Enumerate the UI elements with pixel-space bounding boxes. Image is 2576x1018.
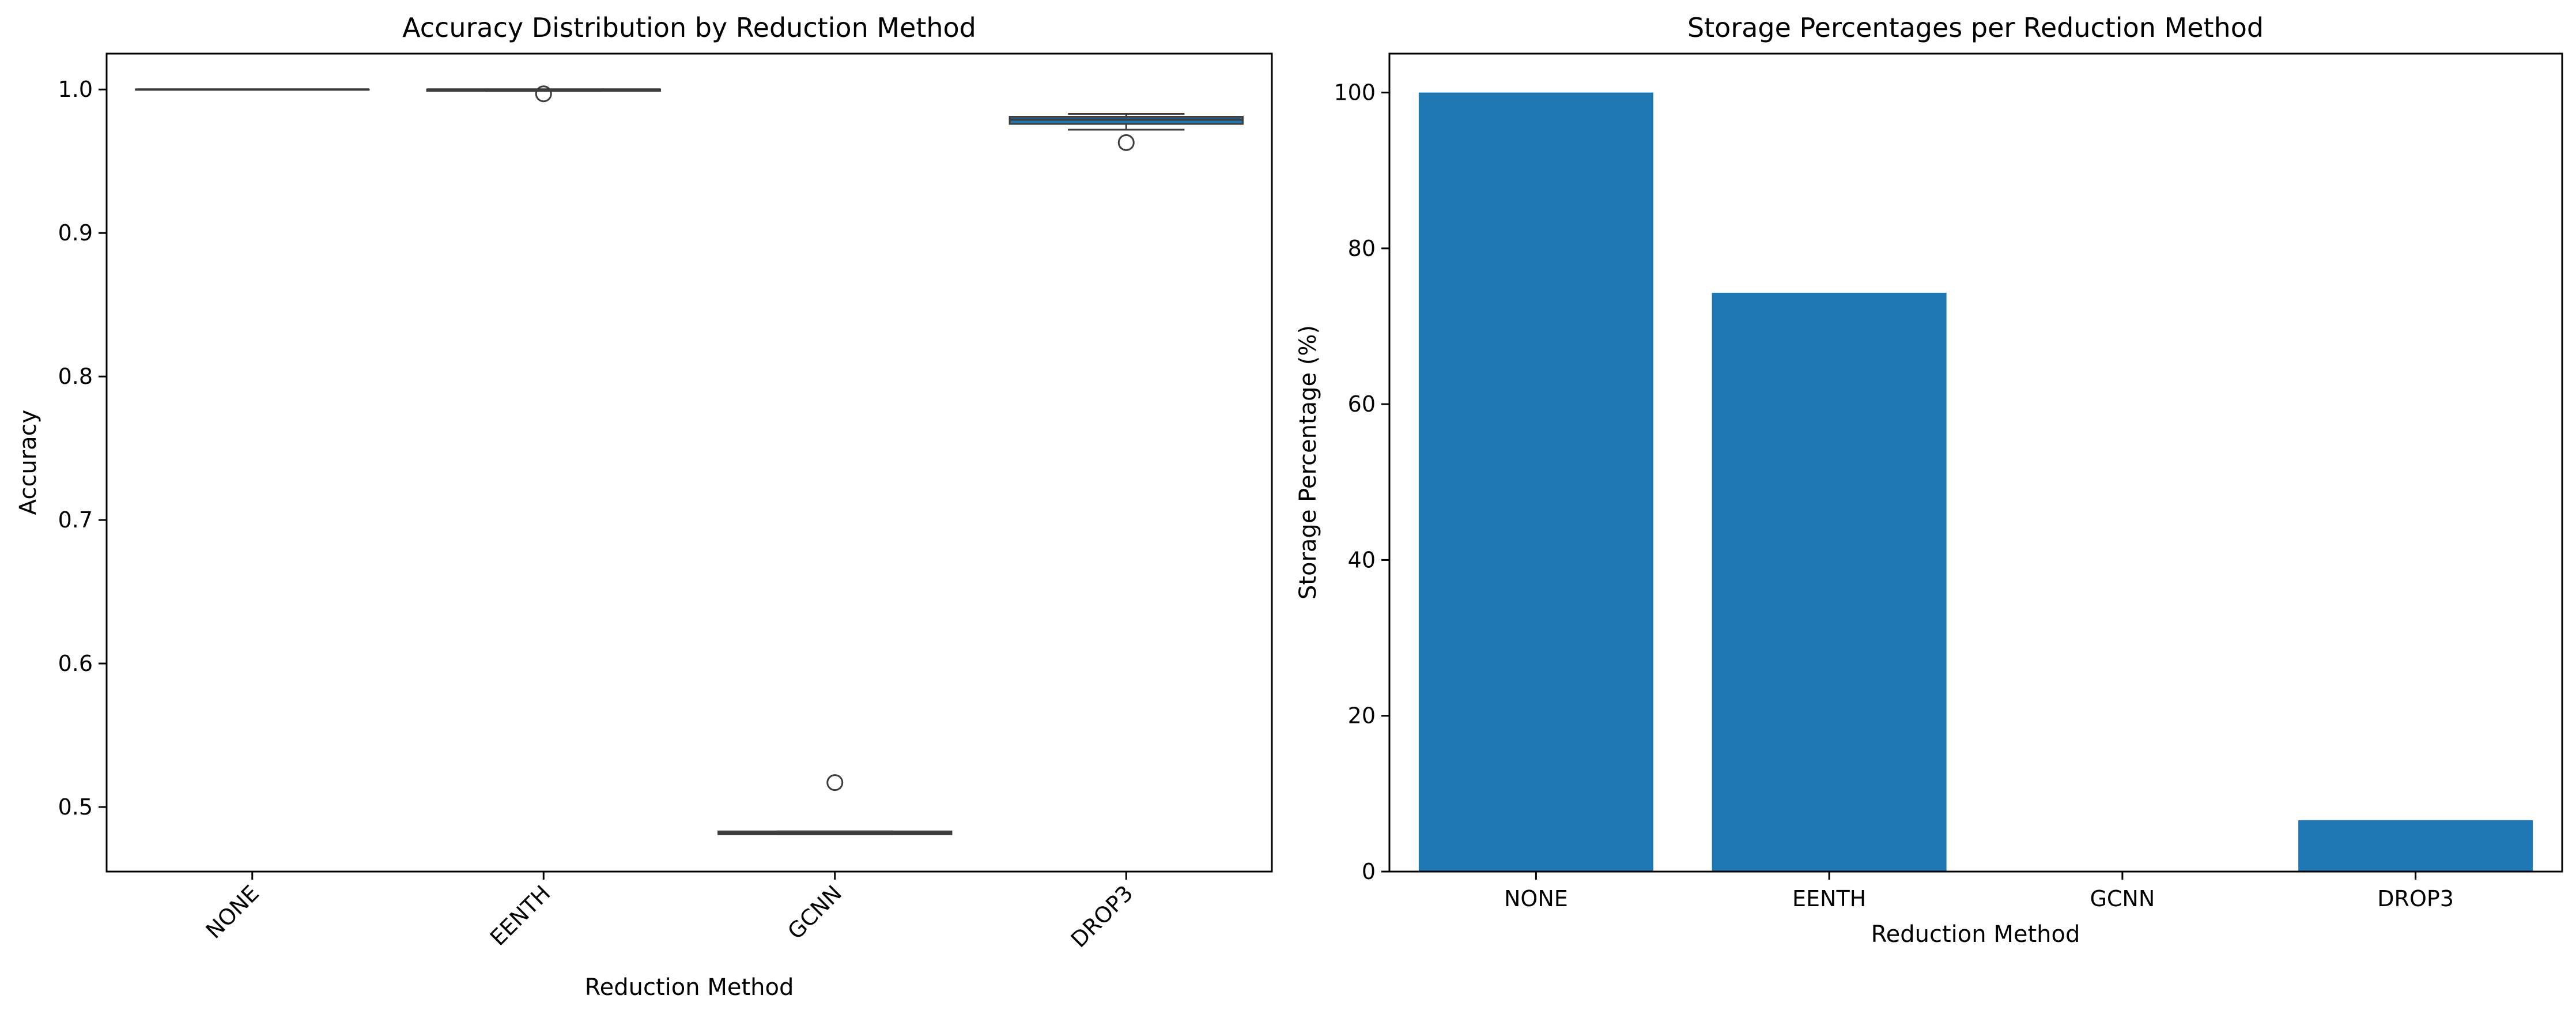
accuracy-x-axis-label: Reduction Method	[585, 974, 794, 1001]
x-tick-label: GCNN	[2090, 886, 2155, 911]
storage-y-ticks: 0 20 40 60 80 100	[1334, 80, 1389, 884]
y-tick-label: 0.5	[58, 794, 93, 820]
box-drop3	[1009, 113, 1244, 151]
accuracy-chart-title: Accuracy Distribution by Reduction Metho…	[402, 12, 976, 43]
y-tick-label: 1.0	[58, 77, 93, 102]
accuracy-y-ticks: 0.5 0.6 0.7 0.8 0.9 1.0	[58, 77, 107, 820]
x-tick-label: EENTH	[1792, 886, 1866, 911]
bar-drop3	[2298, 820, 2533, 872]
storage-y-axis-label: Storage Percentage (%)	[1295, 325, 1321, 600]
y-tick-label: 0.9	[58, 220, 93, 246]
y-tick-label: 100	[1334, 80, 1376, 105]
y-tick-label: 60	[1348, 391, 1376, 417]
box-gcnn	[717, 774, 953, 835]
storage-plot-frame	[1388, 52, 2563, 873]
y-tick-label: 40	[1348, 547, 1376, 572]
box-none	[135, 88, 370, 91]
storage-x-axis-label: Reduction Method	[1871, 921, 2080, 948]
accuracy-y-axis-label: Accuracy	[15, 410, 41, 515]
outlier-point	[535, 85, 552, 103]
storage-bars	[1418, 92, 2533, 872]
storage-chart-title: Storage Percentages per Reduction Method	[1687, 12, 2264, 43]
y-tick-label: 0	[1362, 859, 1376, 884]
y-tick-label: 80	[1348, 236, 1376, 261]
outlier-point	[826, 774, 844, 791]
y-tick-label: 0.8	[58, 364, 93, 389]
accuracy-boxes	[135, 85, 1244, 835]
accuracy-plot-frame	[105, 52, 1273, 873]
outlier-point	[1117, 134, 1135, 151]
box-eenth	[426, 85, 661, 103]
bar-eenth	[1712, 292, 1947, 872]
x-tick-label: DROP3	[2377, 886, 2454, 911]
y-tick-label: 0.6	[58, 651, 93, 676]
storage-bar-chart: Storage Percentages per Reduction Method…	[1295, 12, 2563, 948]
x-tick-label: NONE	[1504, 886, 1568, 911]
y-tick-label: 20	[1348, 703, 1376, 729]
storage-x-ticks: NONE EENTH GCNN DROP3	[1504, 872, 2454, 911]
bar-none	[1418, 92, 1653, 872]
y-tick-label: 0.7	[58, 507, 93, 533]
